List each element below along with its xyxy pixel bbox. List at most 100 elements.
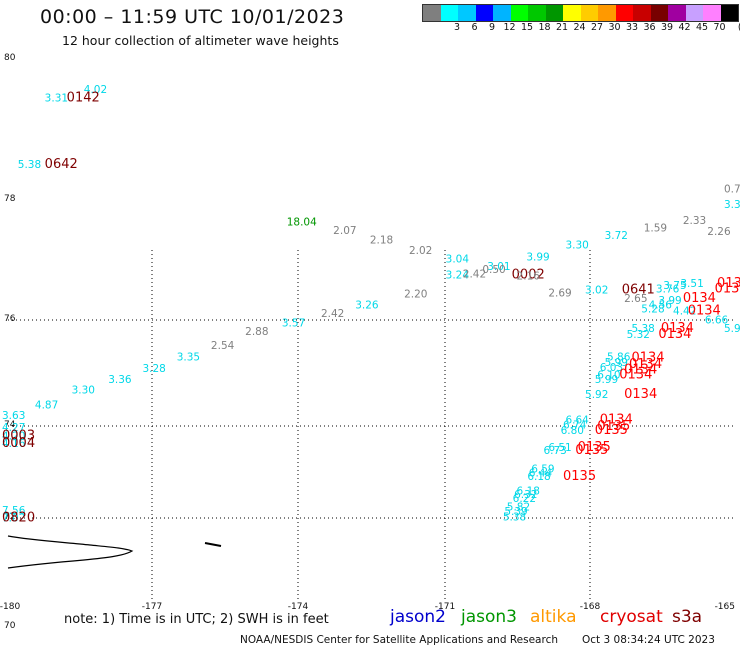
scale-label: 27 — [590, 22, 604, 33]
lon-tick-label: -168 — [580, 602, 601, 612]
coastline — [7, 535, 222, 569]
pass-time-label: 0134 — [600, 412, 633, 427]
wave-height-label: 5.82 — [507, 502, 530, 514]
wave-height-label: 2.20 — [404, 289, 427, 301]
wave-height-label: 3.63 — [2, 410, 25, 422]
pass-time-label: 0004 — [2, 436, 35, 451]
wave-height-label: 6.51 — [548, 442, 571, 454]
footer-note: note: 1) Time is in UTC; 2) SWH is in fe… — [64, 612, 329, 627]
scale-swatch — [580, 5, 598, 21]
wave-height-label: 5.38 — [631, 323, 654, 335]
scale-label: 12 — [503, 22, 516, 33]
wave-height-label: 2.42 — [463, 268, 486, 280]
lon-tick-label: -171 — [435, 602, 455, 612]
scale-swatch — [703, 5, 721, 21]
wave-height-label: 6.32 — [514, 489, 537, 501]
wave-height-label: 3.01 — [487, 261, 510, 273]
wave-height-label: 2.02 — [409, 245, 432, 257]
scale-swatch — [720, 5, 738, 21]
wave-height-label: 2.42 — [321, 308, 344, 320]
pass-time-label: 0003 — [2, 428, 35, 443]
wave-height-label: 1.59 — [644, 223, 667, 235]
wave-height-label: 6.73 — [543, 445, 566, 457]
scale-swatch — [545, 5, 563, 21]
pass-time-label: 0820 — [2, 510, 35, 525]
pass-time-label: 0135 — [575, 443, 608, 458]
scale-label: 6 — [471, 22, 478, 33]
scale-label: 24 — [573, 22, 586, 33]
wave-height-label: 5.38 — [18, 159, 41, 171]
wave-height-label: 3.28 — [142, 363, 165, 375]
pass-time-label: 0134 — [658, 327, 691, 342]
wave-height-label: 3.34 — [724, 199, 740, 211]
pass-time-label: 0135 — [578, 440, 611, 455]
footer-timestamp: Oct 3 08:34:24 UTC 2023 — [582, 634, 715, 646]
wave-height-label: 3.31 — [45, 93, 68, 105]
wave-height-label: 2.07 — [333, 225, 356, 237]
footer-credit: NOAA/NESDIS Center for Satellite Applica… — [240, 634, 715, 646]
wave-height-label: 3.99 — [658, 295, 681, 307]
wave-height-label: 3.30 — [565, 240, 588, 252]
wave-height-label: 2.54 — [211, 340, 235, 352]
wave-height-label: 4.02 — [84, 84, 107, 96]
scale-label: 42 — [678, 22, 691, 33]
lat-tick-label: 80 — [4, 53, 16, 63]
pass-time-label: 0002 — [512, 268, 545, 283]
lat-tick-label: 76 — [4, 314, 16, 324]
scale-label: 15 — [520, 22, 534, 33]
wave-height-label: 3.72 — [605, 230, 628, 242]
satellite-s3a: s3a — [672, 607, 703, 627]
credit-text: NOAA/NESDIS Center for Satellite Applica… — [240, 634, 558, 646]
scale-swatch — [615, 5, 633, 21]
pass-time-label: 0134 — [631, 351, 664, 366]
island-outline — [7, 535, 134, 569]
wave-height-label: 2.88 — [245, 326, 268, 338]
wave-height-label: 7.56 — [2, 505, 26, 517]
satellite-jason3: jason3 — [461, 607, 517, 627]
scale-swatch — [458, 5, 476, 21]
wave-height-label: 3.57 — [282, 317, 305, 329]
pass-time-label: 0134 — [624, 387, 657, 402]
scale-swatch — [510, 5, 528, 21]
wave-height-label: 2.69 — [548, 288, 571, 300]
wave-height-label: 0.7 — [724, 183, 740, 195]
wave-height-label: 4.56 — [649, 299, 673, 311]
wave-height-label: 6.18 — [527, 471, 550, 483]
wave-height-label: 2.18 — [370, 234, 393, 246]
wave-height-label: 6.10 — [597, 370, 620, 382]
wave-height-label: 3.04 — [446, 254, 470, 266]
wave-height-label: 6.80 — [561, 425, 584, 437]
wave-height-label: 6.44 — [529, 468, 553, 480]
wave-height-label: 5.38 — [503, 511, 526, 523]
wave-height-label: 4.87 — [35, 399, 58, 411]
scale-label: 9 — [488, 22, 496, 33]
wave-height-label: 3.99 — [526, 251, 549, 263]
pass-time-label: 0134 — [688, 304, 721, 319]
wave-height-label: 3.26 — [355, 299, 379, 311]
lon-tick-label: -165 — [715, 602, 735, 612]
lat-tick-label: 74 — [4, 420, 16, 430]
satellite-altika: altika — [530, 607, 577, 627]
wave-height-label: 5.92 — [585, 389, 608, 401]
pass-time-label: 0133 — [717, 276, 740, 291]
pass-time-label: 0142 — [67, 91, 100, 106]
satellite-jason2: jason2 — [390, 607, 446, 627]
wave-height-label: 3.36 — [108, 374, 132, 386]
scale-label: 36 — [643, 22, 656, 33]
lat-tick-label: 72 — [4, 512, 15, 522]
color-scale-bar — [422, 4, 739, 22]
wave-height-label: 2.26 — [707, 226, 731, 238]
wave-height-label: 4.20 — [2, 430, 25, 442]
scale-swatch — [598, 5, 616, 21]
wave-height-label: 5.99 — [605, 357, 628, 369]
wave-height-label: 6.66 — [705, 314, 729, 326]
scale-swatch — [633, 5, 651, 21]
page-title: 00:00 – 11:59 UTC 10/01/2023 — [40, 6, 345, 28]
wave-height-label: 4.27 — [2, 422, 25, 434]
wave-height-label: 6.22 — [513, 493, 536, 505]
lon-tick-label: -180 — [0, 602, 20, 612]
scale-swatch — [493, 5, 511, 21]
wave-height-label: 6.74 — [563, 420, 587, 432]
small-island — [204, 542, 222, 547]
